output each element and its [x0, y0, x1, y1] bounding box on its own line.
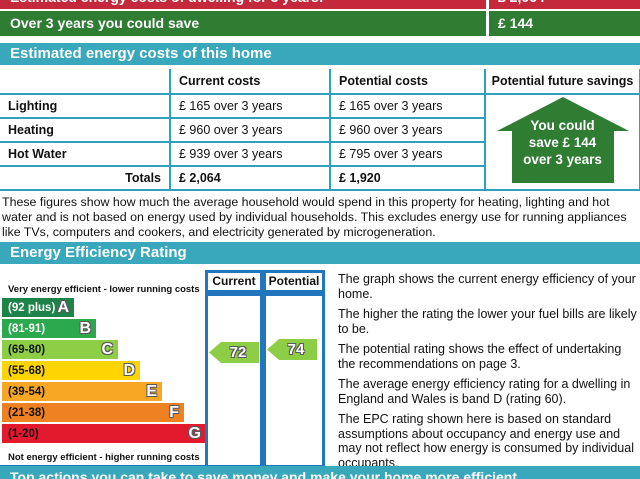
current-column-box [205, 293, 263, 468]
costs-table-header-row: Current costs Potential costs Potential … [0, 69, 640, 95]
divider [486, 0, 489, 9]
header-cell-future-savings: Potential future savings [484, 69, 640, 95]
band-letter: G [188, 424, 201, 442]
paragraph: The EPC rating shown here is based on st… [338, 412, 634, 470]
rating-explanation-text: The graph shows the current energy effic… [338, 272, 638, 476]
potential-rating-arrow: 74 [267, 339, 317, 360]
savings-arrow-body [511, 131, 614, 183]
row-label: Lighting [0, 93, 171, 119]
band-letter: C [101, 340, 113, 358]
summary-bar-value: £ 2,064 [498, 0, 545, 5]
table-row-lighting: Lighting £ 165 over 3 years £ 165 over 3… [0, 93, 640, 191]
cell-current: £ 165 over 3 years [169, 93, 331, 119]
savings-arrow-line1: You could [530, 118, 595, 133]
cell-potential: £ 165 over 3 years [329, 93, 486, 119]
cell-potential: £ 795 over 3 years [329, 141, 486, 167]
energy-efficiency-rating-chart: Very energy efficient - lower running co… [0, 270, 640, 470]
totals-potential: £ 1,920 [329, 165, 486, 191]
band-range: (81-91) [8, 322, 46, 335]
band-range: (39-54) [8, 385, 46, 398]
header-cell-potential-costs: Potential costs [329, 69, 486, 95]
savings-bar-value: £ 144 [498, 15, 534, 31]
band-letter: B [79, 319, 91, 337]
paragraph: The graph shows the current energy effic… [338, 272, 636, 301]
current-rating-arrow: 72 [209, 342, 259, 363]
row-label: Hot Water [0, 141, 171, 167]
band-f: (21-38) F [2, 403, 184, 422]
band-letter: E [146, 382, 157, 400]
band-d: (55-68) D [2, 361, 140, 380]
band-range: (1-20) [8, 427, 39, 440]
rating-section-title: Energy Efficiency Rating [0, 242, 640, 264]
totals-current: £ 2,064 [169, 165, 331, 191]
paragraph: The higher the rating the lower your fue… [338, 307, 637, 336]
cell-current: £ 960 over 3 years [169, 117, 331, 143]
scale-top-label: Very energy efficient - lower running co… [8, 284, 200, 295]
potential-column-box [263, 293, 325, 468]
band-letter: D [123, 361, 135, 379]
summary-bar-label: Estimated energy costs of dwelling for 3… [10, 0, 324, 5]
band-range: (21-38) [8, 406, 46, 419]
table-row-hot-water: Hot Water £ 939 over 3 years £ 795 over … [0, 141, 640, 167]
savings-arrow-roof [496, 97, 629, 131]
band-range: (69-80) [8, 343, 46, 356]
savings-summary-bar: Over 3 years you could save £ 144 [0, 11, 640, 36]
scale-bottom-label: Not energy efficient - higher running co… [8, 452, 200, 463]
cell-current: £ 939 over 3 years [169, 141, 331, 167]
costs-table: Current costs Potential costs Potential … [0, 69, 640, 191]
savings-arrow-line2: save £ 144 [528, 135, 597, 150]
table-row-heating: Heating £ 960 over 3 years £ 960 over 3 … [0, 117, 640, 143]
top-actions-section-bar: Top actions you can take to save money a… [0, 466, 640, 479]
estimated-costs-summary-bar: Estimated energy costs of dwelling for 3… [0, 0, 640, 9]
potential-column-header: Potential [263, 270, 325, 293]
band-range: (55-68) [8, 364, 46, 377]
future-savings-cell: You could save £ 144 over 3 years [484, 93, 640, 191]
divider [486, 11, 489, 36]
cell-potential: £ 960 over 3 years [329, 117, 486, 143]
top-actions-title: Top actions you can take to save money a… [10, 469, 517, 479]
costs-disclaimer-text: These figures show how much the average … [2, 195, 627, 239]
totals-label: Totals [0, 165, 171, 191]
band-g: (1-20) G [2, 424, 206, 443]
savings-arrow-line3: over 3 years [523, 152, 602, 167]
costs-section-title: Estimated energy costs of this home [0, 43, 640, 65]
table-row-totals: Totals £ 2,064 £ 1,920 [0, 165, 640, 191]
band-letter: A [57, 298, 69, 316]
row-label: Heating [0, 117, 171, 143]
band-range: (92 plus) [8, 301, 56, 314]
paragraph: The potential rating shows the effect of… [338, 342, 622, 371]
savings-bar-label: Over 3 years you could save [10, 15, 200, 31]
header-cell-empty [0, 69, 171, 95]
rating-bands: (92 plus) A (81-91) B (69-80) C (55-68) … [2, 298, 206, 445]
header-cell-current-costs: Current costs [169, 69, 331, 95]
savings-arrow-text: You could save £ 144 over 3 years [497, 117, 629, 168]
band-letter: F [169, 403, 179, 421]
paragraph: The average energy efficiency rating for… [338, 377, 631, 406]
band-c: (69-80) C [2, 340, 118, 359]
band-b: (81-91) B [2, 319, 96, 338]
savings-arrow-shape: You could save £ 144 over 3 years [496, 97, 629, 183]
band-e: (39-54) E [2, 382, 162, 401]
current-column-header: Current [205, 270, 263, 293]
band-a: (92 plus) A [2, 298, 74, 317]
